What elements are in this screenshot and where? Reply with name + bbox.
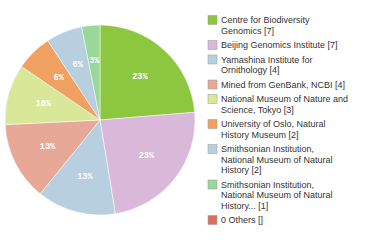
legend-label: Smithsonian Institution,National Museum … (221, 144, 333, 175)
legend-swatch (208, 55, 217, 64)
legend-label-line: Yamashina Institute for (221, 55, 312, 65)
legend-label-line: Centre for Biodiversity (221, 15, 310, 25)
legend-entry: 0 Others [] (208, 215, 263, 225)
legend-label-line: 0 Others [] (221, 215, 263, 225)
legend-entry: Mined from GenBank, NCBI [4] (208, 80, 345, 90)
legend-swatch (208, 180, 217, 189)
legend-swatch (208, 216, 217, 225)
legend-label-line: History [2] (221, 165, 262, 175)
data-label: 23% (139, 151, 155, 161)
legend-entry: Beijing Genomics Institute [7] (208, 40, 338, 50)
data-label: 23% (132, 72, 148, 82)
legend-label-line: History Museum [2] (221, 130, 299, 140)
legend-label-line: National Museum of Nature and (221, 94, 348, 104)
data-label: 3% (89, 56, 100, 66)
legend-label: Mined from GenBank, NCBI [4] (221, 80, 345, 90)
legend-swatch (208, 16, 217, 25)
pie (5, 25, 195, 215)
legend-entry: Smithsonian Institution,National Museum … (208, 180, 333, 211)
data-labels: 23% 23% 13% 13% 10% 6% 6% 3% (36, 56, 155, 182)
legend-label-line: Genomics [7] (221, 26, 274, 36)
legend-entry: National Museum of Nature andScience, To… (208, 94, 348, 115)
chart: 23% 23% 13% 13% 10% 6% 6% 3% Centre for Biodiver… (0, 0, 380, 240)
data-label: 6% (73, 60, 84, 70)
legend-label: Beijing Genomics Institute [7] (221, 40, 338, 50)
pie-slice (82, 25, 100, 120)
legend-label: University of Oslo, NaturalHistory Museu… (221, 119, 326, 140)
legend-label: Centre for BiodiversityGenomics [7] (221, 15, 310, 36)
legend-label-line: Science, Tokyo [3] (221, 105, 294, 115)
data-label: 13% (40, 142, 56, 152)
data-label: 13% (77, 172, 93, 182)
legend-entry: Centre for BiodiversityGenomics [7] (208, 15, 310, 36)
legend-swatch (208, 120, 217, 129)
legend-entry: Yamashina Institute forOrnithology [4] (208, 55, 312, 76)
legend-label-line: Mined from GenBank, NCBI [4] (221, 80, 345, 90)
legend-label-line: Beijing Genomics Institute [7] (221, 40, 338, 50)
legend-label: Smithsonian Institution,National Museum … (221, 180, 333, 211)
legend-label-line: Smithsonian Institution, (221, 180, 314, 190)
pie-slice (5, 120, 100, 194)
legend-label-line: National Museum of Natural (221, 190, 333, 200)
legend-label-line: Smithsonian Institution, (221, 144, 314, 154)
legend-swatch (208, 145, 217, 154)
legend-swatch (208, 41, 217, 50)
legend-swatch (208, 95, 217, 104)
data-label: 6% (54, 73, 65, 83)
pie-slice (100, 112, 195, 213)
data-label: 10% (36, 99, 52, 109)
legend-label: National Museum of Nature andScience, To… (221, 94, 348, 115)
legend-label: 0 Others [] (221, 215, 263, 225)
legend-label-line: University of Oslo, Natural (221, 119, 326, 129)
legend-swatch (208, 80, 217, 89)
legend-label-line: National Museum of Natural (221, 155, 333, 165)
pie-slice (100, 25, 195, 120)
legend-label-line: History... [1] (221, 201, 268, 211)
legend: Centre for BiodiversityGenomics [7] Beiji… (208, 15, 348, 225)
legend-label-line: Ornithology [4] (221, 65, 280, 75)
legend-entry: Smithsonian Institution,National Museum … (208, 144, 333, 175)
legend-label: Yamashina Institute forOrnithology [4] (221, 55, 312, 76)
legend-entry: University of Oslo, NaturalHistory Museu… (208, 119, 326, 140)
